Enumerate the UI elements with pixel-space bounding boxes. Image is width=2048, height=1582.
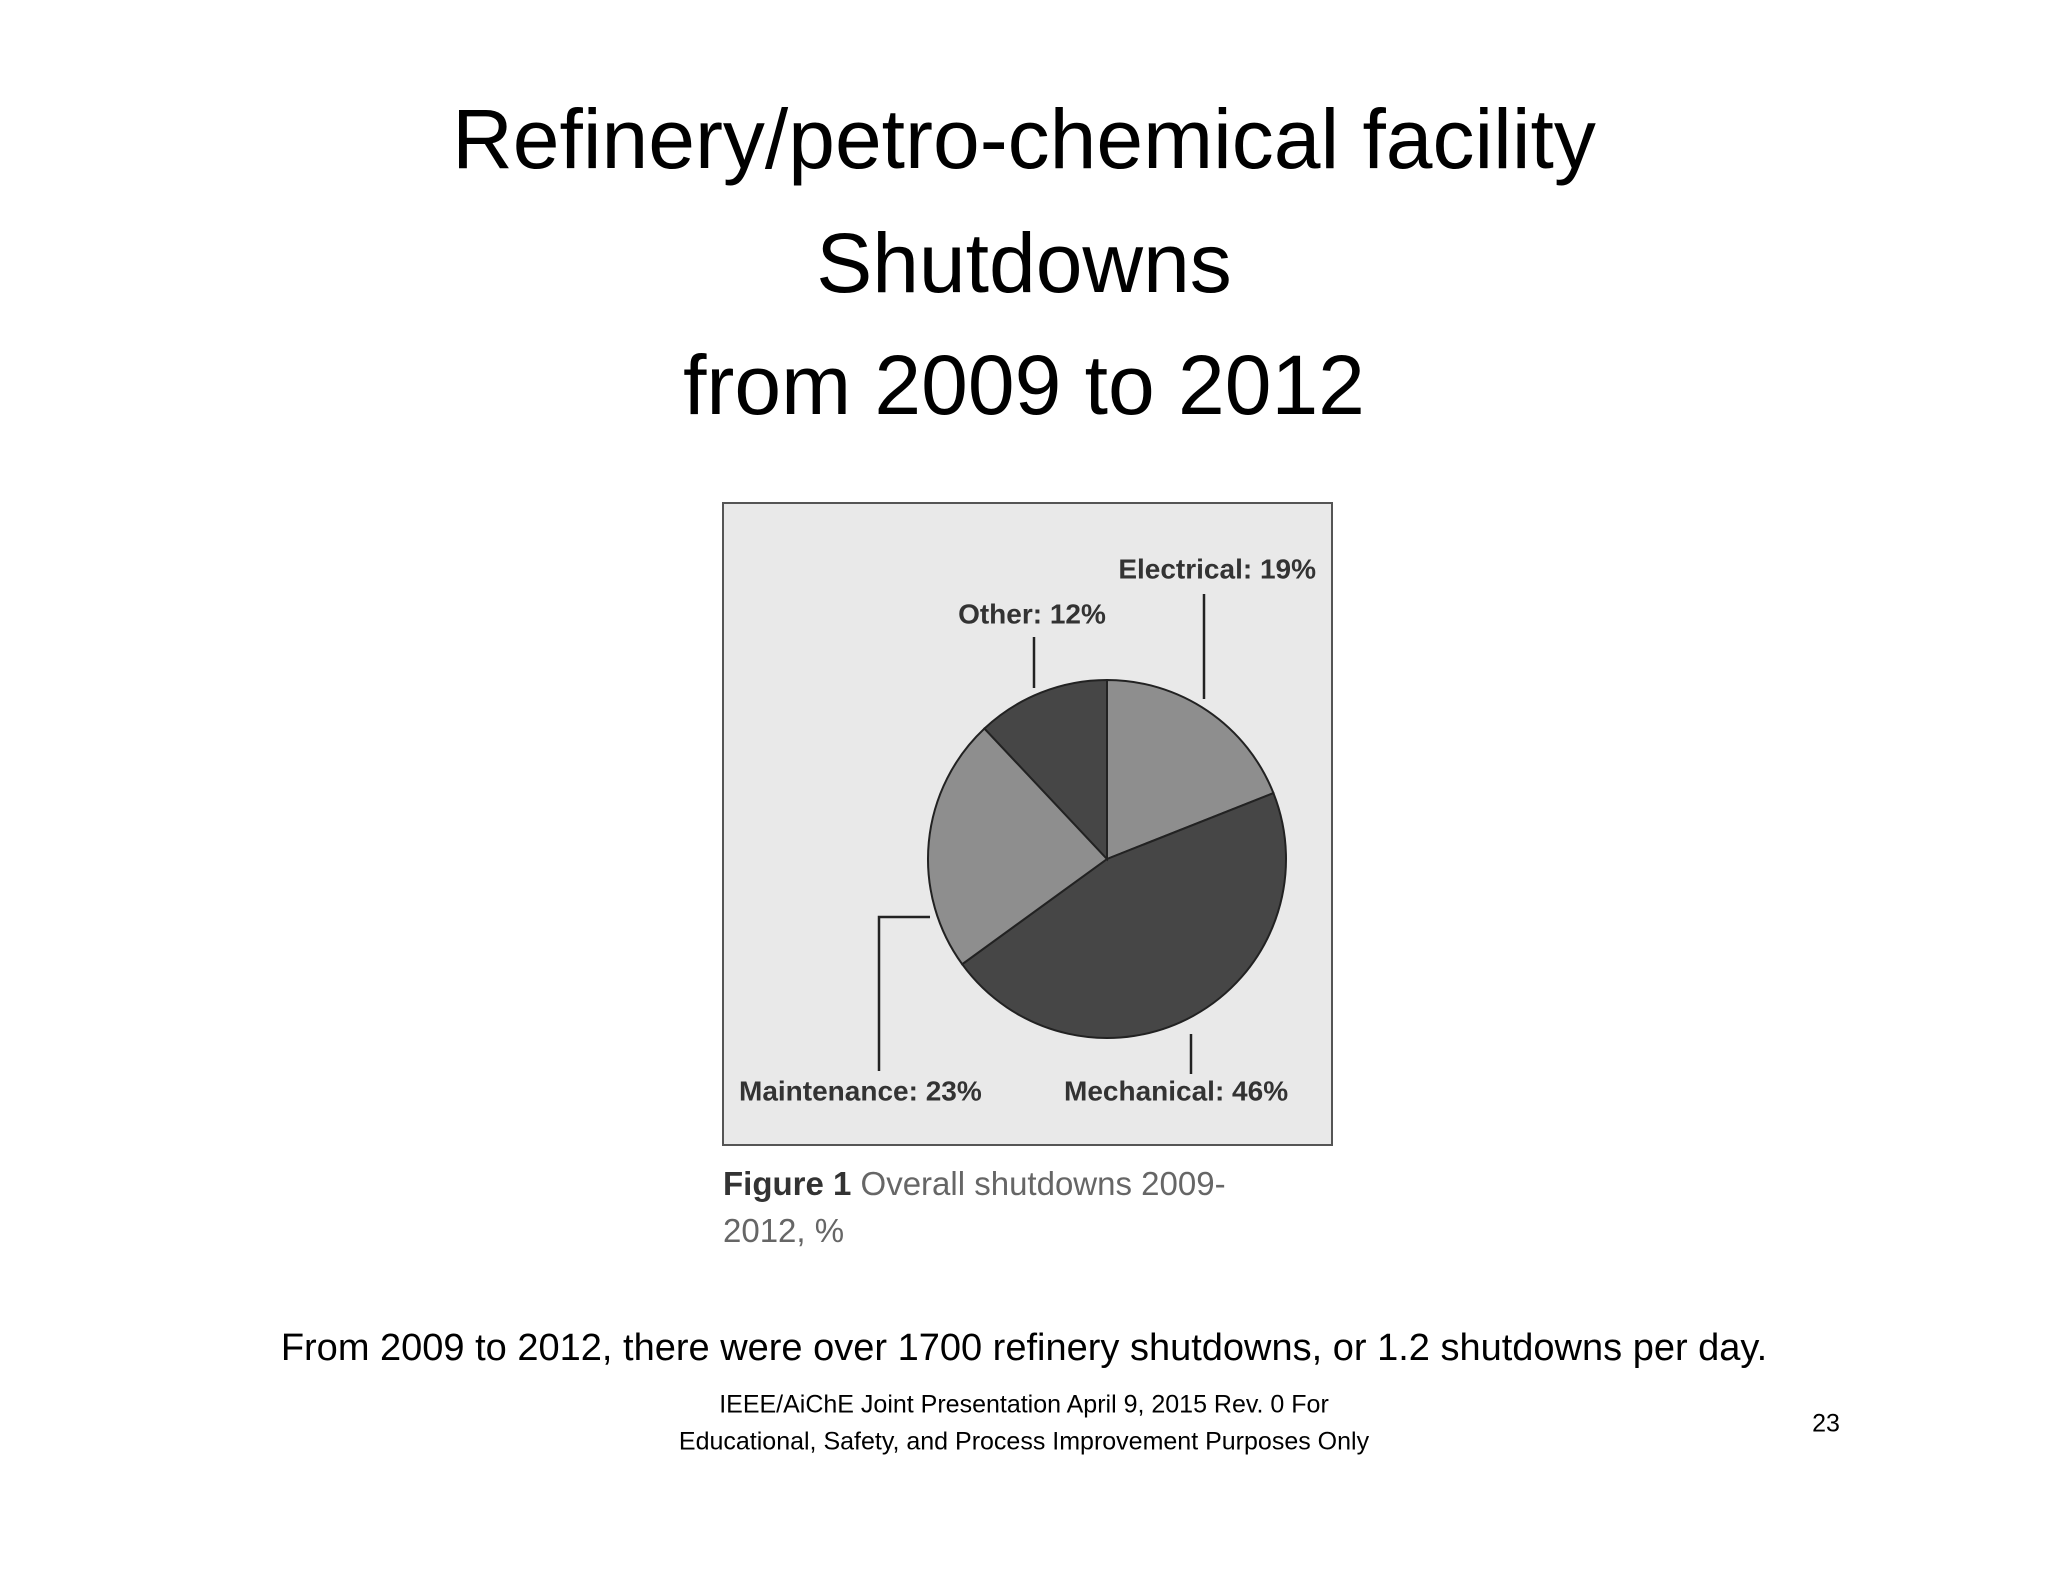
slice-label: Mechanical: 46% <box>1064 1075 1288 1106</box>
footer-line: IEEE/AiChE Joint Presentation April 9, 2… <box>719 1391 1329 1419</box>
pie-slice <box>1106 678 1275 861</box>
caption-box: Figure 1 Overall shutdowns 2009-2012, % <box>723 1160 1243 1254</box>
title-line: from 2009 to 2012 <box>683 338 1365 432</box>
caption: Figure 1 Overall shutdowns 2009-2012, % <box>723 1160 1243 1254</box>
slice-label: Electrical: 19% <box>1118 553 1316 584</box>
pie-slice <box>983 678 1108 862</box>
pie-slice <box>927 727 1109 966</box>
leader-line <box>877 915 930 1071</box>
title-line: Refinery/petro-chemical facility <box>452 92 1596 186</box>
caption-text: Overall shutdowns 2009-2012, % <box>723 1165 1226 1249</box>
pie-slice <box>960 791 1287 1039</box>
slice-label: Other: 12% <box>958 598 1106 629</box>
caption-label: Figure 1 <box>723 1165 852 1202</box>
slice-label: Maintenance: 23% <box>739 1075 982 1106</box>
footer-line: Educational, Safety, and Process Improve… <box>679 1428 1370 1456</box>
summary: From 2009 to 2012, there were over 1700 … <box>281 1327 1767 1369</box>
title-line: Shutdowns <box>816 216 1232 310</box>
page-number: 23 <box>1812 1410 1840 1438</box>
